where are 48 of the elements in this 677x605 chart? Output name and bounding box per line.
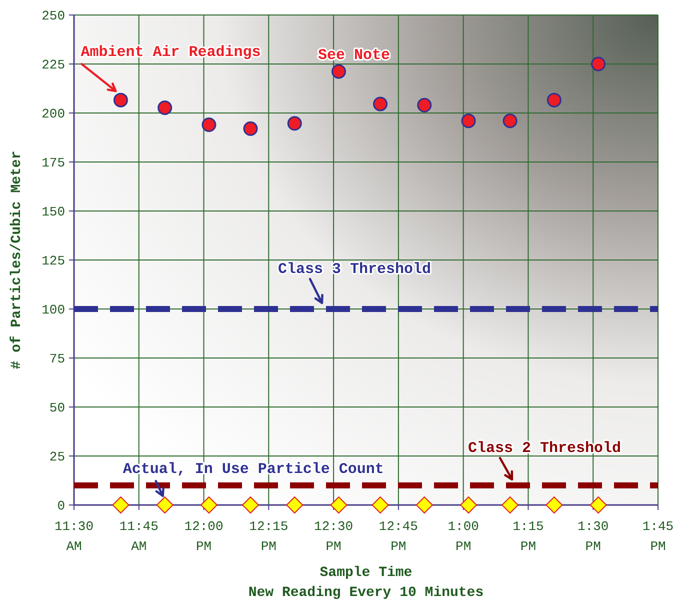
y-axis-title: # of Particles/Cubic Meter bbox=[9, 150, 25, 370]
y-tick-label: 100 bbox=[42, 302, 65, 318]
point bbox=[243, 121, 258, 136]
point bbox=[591, 56, 606, 72]
x-tick-label: 12:45 PM bbox=[378, 519, 418, 554]
point bbox=[202, 118, 216, 132]
point bbox=[502, 114, 518, 128]
y-tick-label: 250 bbox=[42, 8, 65, 24]
point bbox=[546, 92, 562, 108]
y-tick-label: 75 bbox=[49, 352, 65, 367]
y-tick-label: 200 bbox=[42, 106, 65, 122]
y-tick-label: 25 bbox=[49, 450, 65, 465]
x-axis-title: Sample Time bbox=[320, 565, 412, 581]
y-tick-label: 150 bbox=[42, 204, 65, 220]
point bbox=[417, 98, 432, 112]
point bbox=[330, 496, 348, 514]
point bbox=[287, 116, 302, 131]
point bbox=[590, 496, 607, 514]
y-tick-label: 0 bbox=[57, 498, 65, 514]
point bbox=[372, 496, 389, 514]
point bbox=[373, 96, 388, 112]
x-tick-label: 12:00 PM bbox=[184, 519, 224, 554]
point bbox=[502, 496, 519, 514]
point bbox=[331, 64, 346, 79]
point bbox=[156, 496, 174, 514]
x-tick-label: 12:15 PM bbox=[249, 519, 288, 554]
point bbox=[286, 496, 304, 514]
point bbox=[460, 496, 478, 514]
x-tick-label: 1:00 PM bbox=[448, 519, 479, 554]
y-tick-label: 125 bbox=[42, 254, 65, 269]
y-tick-label: 225 bbox=[42, 58, 65, 73]
x-tick-label: 1:45 PM bbox=[642, 519, 674, 554]
x-tick-label: 12:30 PM bbox=[314, 519, 354, 554]
point bbox=[200, 496, 218, 514]
point bbox=[158, 100, 172, 115]
y-tick-label: 175 bbox=[42, 156, 65, 171]
x-tick-label: 11:30 AM bbox=[54, 519, 94, 554]
point bbox=[242, 496, 259, 514]
x-tick-label: 1:30 PM bbox=[578, 519, 609, 554]
point bbox=[461, 114, 476, 128]
x-tick-label: 1:15 PM bbox=[512, 519, 544, 554]
point bbox=[416, 496, 433, 514]
point bbox=[546, 496, 563, 514]
text: New Reading Every 10 Minutes bbox=[248, 585, 484, 601]
point bbox=[112, 496, 130, 514]
x-tick-label: 11:45 AM bbox=[119, 519, 158, 554]
y-tick-label: 50 bbox=[49, 400, 65, 416]
point bbox=[113, 92, 128, 108]
